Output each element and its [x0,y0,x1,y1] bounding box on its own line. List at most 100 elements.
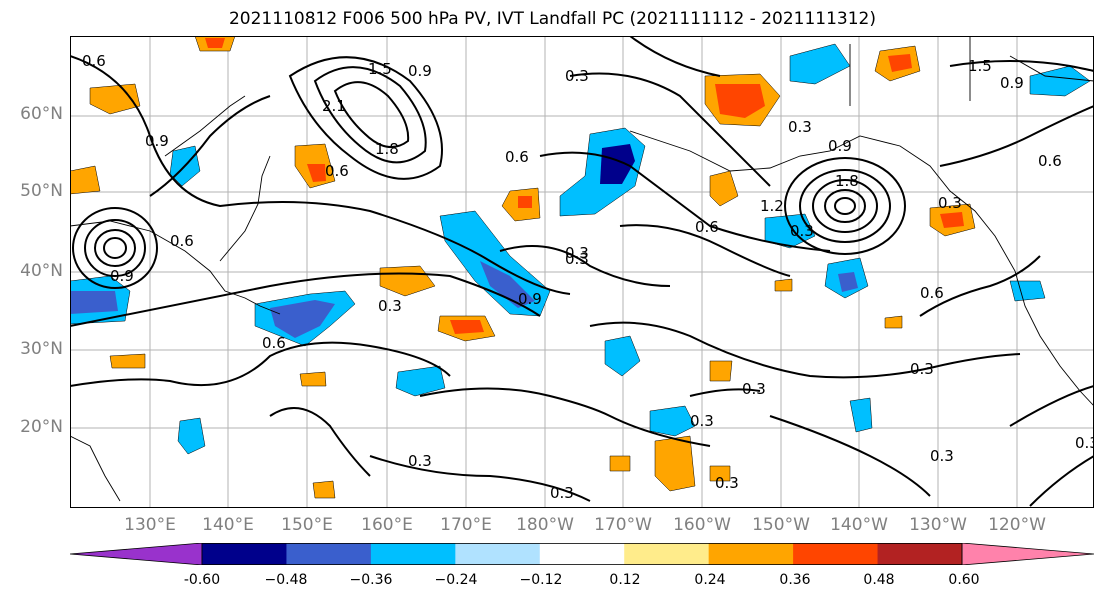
colorbar-segment [961,543,1094,565]
negative-shade [838,272,858,292]
colorbar-tick: 0.24 [694,572,726,588]
lon-label: 140°E [202,515,254,535]
contour-label: 0.6 [920,284,944,302]
colorbar-segment [793,543,879,565]
contour-label: 0.9 [1000,74,1024,92]
colorbar-tick: 0.60 [948,572,980,588]
positive-shade [299,371,327,387]
positive-shade [109,353,146,369]
positive-shade [307,164,326,182]
lat-label: 50°N [20,181,63,201]
colorbar-tick: 0.48 [863,572,895,588]
colorbar [70,543,1094,565]
lon-label: 170°W [594,515,652,535]
colorbar-tick: −0.48 [264,572,308,588]
contour-label: 0.3 [715,474,739,492]
colorbar-segment [877,543,963,565]
contour-label: 1.2 [760,197,784,215]
coastlines [70,36,1094,502]
contour-label: 0.3 [565,244,589,262]
colorbar-segment [708,543,794,565]
negative-shade [395,365,446,397]
contour-label: 0.6 [262,334,286,352]
lon-label: 160°E [361,515,413,535]
positive-shade [709,360,733,382]
colorbar-tick: -0.60 [183,572,221,588]
contour-label: 0.9 [828,137,852,155]
contour-label: 0.6 [1038,152,1062,170]
negative-shade [177,417,206,455]
contour-label: 0.3 [565,250,589,268]
contour-label: 2.1 [322,97,346,115]
colorbar-segment [370,543,456,565]
positive-shade [709,170,739,207]
positive-shade [89,83,141,115]
contour-label: 0.6 [695,218,719,236]
negative-shade [789,43,851,85]
contour-label: 0.3 [690,412,714,430]
contour-label: 1.8 [375,140,399,158]
lat-label: 30°N [20,339,63,359]
contour-label: 0.3 [788,118,812,136]
contour-label: 0.3 [550,484,574,502]
contour-label: 1.8 [835,172,859,190]
lon-label: 180°W [516,515,574,535]
positive-shade [774,278,793,292]
lon-label: 120°W [988,515,1046,535]
positive-shade [715,84,765,118]
lon-label: 130°E [124,515,176,535]
colorbar-segment [455,543,541,565]
negative-shade [604,335,641,377]
contour-label: 0.3 [930,447,954,465]
pv-contours [70,36,1094,507]
lon-label: 130°W [909,515,967,535]
negative-shade [849,397,873,433]
lat-label: 40°N [20,261,63,281]
lon-label: 150°W [752,515,810,535]
lon-label: 140°W [830,515,888,535]
contour-label: 0.3 [408,452,432,470]
lon-label: 160°W [673,515,731,535]
negative-shade [1009,280,1046,302]
negative-shade [649,405,696,437]
contour-label: 0.3 [938,194,962,212]
lon-label: 150°E [281,515,333,535]
contour-label: 1.5 [968,57,992,75]
positive-shade [609,455,631,472]
colorbar-segment [539,543,625,565]
colorbar-segment [70,543,203,565]
colorbar-tick: 0.12 [609,572,641,588]
contour-label: 0.3 [1075,434,1094,452]
contour-label: 0.6 [82,52,106,70]
contour-label: 0.3 [378,297,402,315]
contour-label: 0.9 [145,132,169,150]
colorbar-segment [202,543,287,565]
contour-labels: 0.6 0.9 2.1 1.8 1.5 0.9 0.3 0.6 0.9 0.3 … [82,52,1094,502]
contour-label: 0.3 [790,222,814,240]
positive-shade [312,480,336,499]
contour-label: 0.6 [170,232,194,250]
positive-shade [709,465,731,482]
positive-shade [450,320,484,334]
positive-shade [654,435,696,492]
contour-label: 0.3 [565,67,589,85]
negative-shade [70,291,118,314]
colorbar-tick: −0.24 [434,572,478,588]
lat-label: 60°N [20,104,63,124]
positive-shade [70,165,101,195]
colorbar-segment [624,543,710,565]
contour-label: 0.6 [505,148,529,166]
colorbar-tick: 0.36 [779,572,811,588]
positive-shade [888,54,912,72]
contour-label: 0.9 [408,62,432,80]
negative-shade [1029,65,1091,97]
positive-shade [518,196,532,208]
contour-label: 0.6 [325,162,349,180]
negative-shade [600,144,635,184]
colorbar-tick: −0.36 [349,572,393,588]
contour-label: 1.5 [368,60,392,78]
colorbar-tick: −0.12 [519,572,563,588]
contour-label: 0.9 [518,290,542,308]
positive-shade [884,315,903,329]
map-panel: 0.6 0.9 2.1 1.8 1.5 0.9 0.3 0.6 0.9 0.3 … [70,36,1094,508]
